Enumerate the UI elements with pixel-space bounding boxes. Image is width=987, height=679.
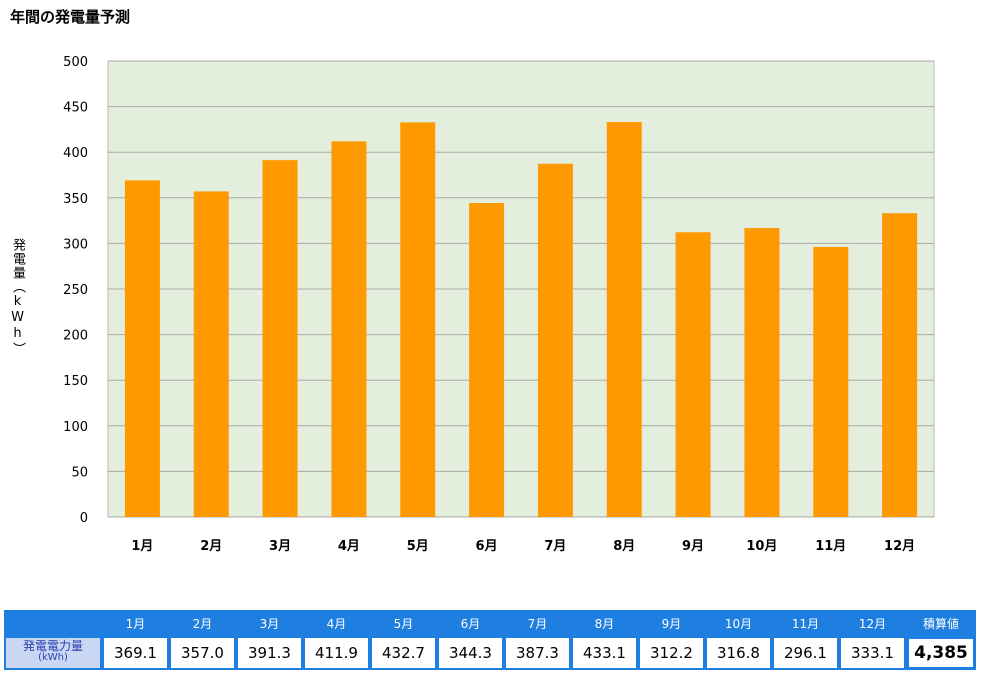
x-tick-label: 5月 bbox=[407, 539, 429, 554]
y-tick-label: 500 bbox=[63, 55, 88, 70]
x-tick-label: 10月 bbox=[746, 539, 777, 554]
table-value-cell: 369.1 bbox=[102, 636, 169, 670]
row-label: 発電電力量 bbox=[22, 639, 83, 653]
table-header-cell: 12月 bbox=[839, 610, 906, 636]
y-tick-label: 100 bbox=[63, 420, 88, 435]
table-header-cell: 3月 bbox=[236, 610, 303, 636]
bar-7 bbox=[537, 163, 573, 517]
x-tick-label: 4月 bbox=[338, 539, 360, 554]
bar-9 bbox=[675, 232, 711, 517]
bar-12 bbox=[882, 213, 918, 517]
bar-6 bbox=[469, 202, 505, 517]
table-value-cell: 316.8 bbox=[705, 636, 772, 670]
table-value-cell: 296.1 bbox=[772, 636, 839, 670]
table-value-cell: 411.9 bbox=[303, 636, 370, 670]
table-header-cell: 8月 bbox=[571, 610, 638, 636]
chart-title: 年間の発電量予測 bbox=[10, 8, 131, 26]
table-value-cell: 433.1 bbox=[571, 636, 638, 670]
x-tick-label: 9月 bbox=[682, 539, 704, 554]
bar-8 bbox=[606, 122, 642, 517]
x-tick-label: 6月 bbox=[476, 539, 498, 554]
row-label-cell: 発電電力量 (kWh) bbox=[4, 636, 102, 670]
generation-table: 1月 2月 3月 4月 5月 6月 7月 8月 9月 10月 11月 12月 積… bbox=[4, 610, 976, 670]
bar-2 bbox=[193, 191, 229, 517]
table-header-cell: 6月 bbox=[437, 610, 504, 636]
x-tick-label: 8月 bbox=[613, 539, 635, 554]
y-tick-label: 50 bbox=[71, 465, 88, 480]
table-row: 発電電力量 (kWh) 369.1 357.0 391.3 411.9 432.… bbox=[4, 636, 976, 670]
table-value-cell: 312.2 bbox=[638, 636, 705, 670]
x-tick-label: 2月 bbox=[200, 539, 222, 554]
y-tick-label: 450 bbox=[63, 101, 88, 116]
table-header-cell: 7月 bbox=[504, 610, 571, 636]
y-tick-label: 150 bbox=[63, 374, 88, 389]
bar-4 bbox=[331, 141, 367, 517]
table-header-cell: 9月 bbox=[638, 610, 705, 636]
table-total-cell: 4,385 bbox=[906, 636, 976, 670]
x-tick-label: 1月 bbox=[131, 539, 153, 554]
y-tick-label: 200 bbox=[63, 329, 88, 344]
y-axis-label: 発電量（kWh） bbox=[10, 238, 25, 356]
table-value-cell: 391.3 bbox=[236, 636, 303, 670]
bar-1 bbox=[124, 180, 160, 517]
bar-10 bbox=[744, 228, 780, 517]
table-header-cell: 2月 bbox=[169, 610, 236, 636]
table-header-cell: 1月 bbox=[102, 610, 169, 636]
table-value-cell: 344.3 bbox=[437, 636, 504, 670]
table-header-cell: 5月 bbox=[370, 610, 437, 636]
x-tick-label: 11月 bbox=[815, 539, 846, 554]
bar-3 bbox=[262, 160, 298, 517]
table-value-cell: 432.7 bbox=[370, 636, 437, 670]
bar-5 bbox=[400, 122, 436, 518]
table-value-cell: 357.0 bbox=[169, 636, 236, 670]
table-header-total: 積算値 bbox=[906, 610, 976, 636]
x-tick-label: 7月 bbox=[544, 539, 566, 554]
x-tick-label: 3月 bbox=[269, 539, 291, 554]
y-tick-label: 400 bbox=[63, 146, 88, 161]
table-value-cell: 333.1 bbox=[839, 636, 906, 670]
bar-11 bbox=[813, 246, 849, 518]
y-tick-label: 300 bbox=[63, 237, 88, 252]
y-tick-label: 0 bbox=[80, 511, 88, 526]
table-header-cell: 4月 bbox=[303, 610, 370, 636]
y-tick-label: 250 bbox=[63, 283, 88, 298]
table-header-row: 1月 2月 3月 4月 5月 6月 7月 8月 9月 10月 11月 12月 積… bbox=[4, 610, 976, 636]
row-unit: (kWh) bbox=[38, 652, 68, 663]
x-tick-label: 12月 bbox=[884, 539, 915, 554]
table-corner-cell bbox=[4, 610, 102, 636]
bar-chart: 0 50 100 150 200 250 300 350 400 450 500 1月 2月 3月 4月 5月… bbox=[63, 55, 935, 554]
table-header-cell: 10月 bbox=[705, 610, 772, 636]
y-tick-label: 350 bbox=[63, 192, 88, 207]
table-header-cell: 11月 bbox=[772, 610, 839, 636]
table-value-cell: 387.3 bbox=[504, 636, 571, 670]
